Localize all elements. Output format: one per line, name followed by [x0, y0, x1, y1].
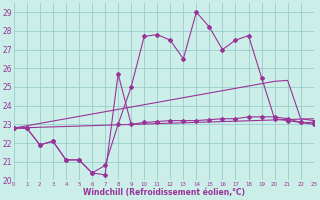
- X-axis label: Windchill (Refroidissement éolien,°C): Windchill (Refroidissement éolien,°C): [83, 188, 245, 197]
